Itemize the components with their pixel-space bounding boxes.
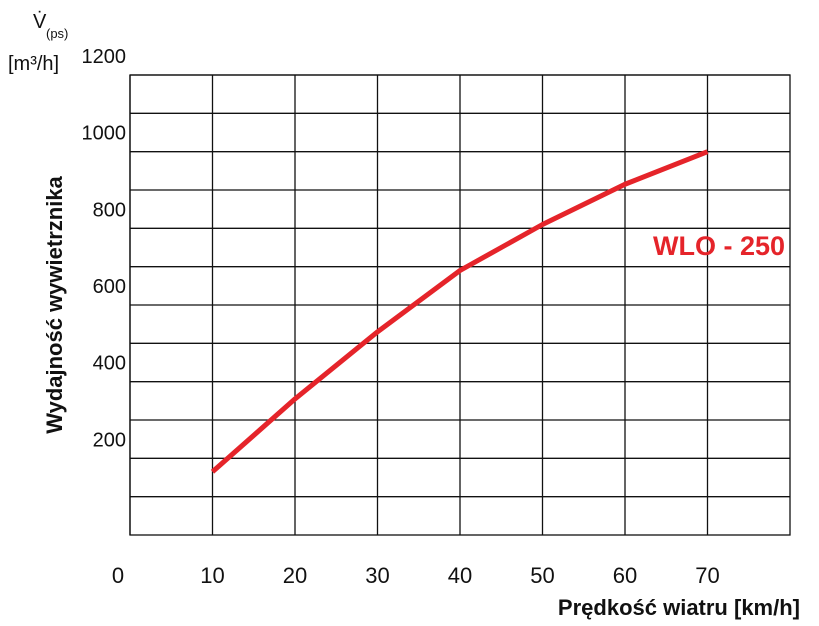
y-axis-label: Wydajność wywietrznika (42, 175, 67, 433)
y-tick-label: 1000 (82, 123, 127, 145)
y-unit: [m³/h] (8, 53, 59, 75)
x-tick-label: 20 (283, 563, 307, 588)
x-tick-label: 70 (695, 563, 719, 588)
x-tick-label: 60 (613, 563, 637, 588)
y-unit-symbol: V̇ (33, 11, 47, 33)
y-tick-label: 800 (93, 199, 126, 221)
y-tick-label: 400 (93, 353, 126, 375)
y-tick-label: 200 (93, 429, 126, 451)
x-tick-label: 40 (448, 563, 472, 588)
y-unit-subscript: (ps) (46, 26, 68, 41)
x-axis-label: Prędkość wiatru [km/h] (558, 595, 800, 620)
y-tick-label: 600 (93, 276, 126, 298)
x-tick-label: 10 (200, 563, 224, 588)
x-tick-label: 0 (112, 563, 124, 588)
legend-label: WLO - 250 (653, 231, 785, 261)
x-tick-label: 50 (530, 563, 554, 588)
y-tick-label: 1200 (82, 46, 127, 68)
x-tick-label: 30 (365, 563, 389, 588)
data-line (210, 149, 709, 474)
